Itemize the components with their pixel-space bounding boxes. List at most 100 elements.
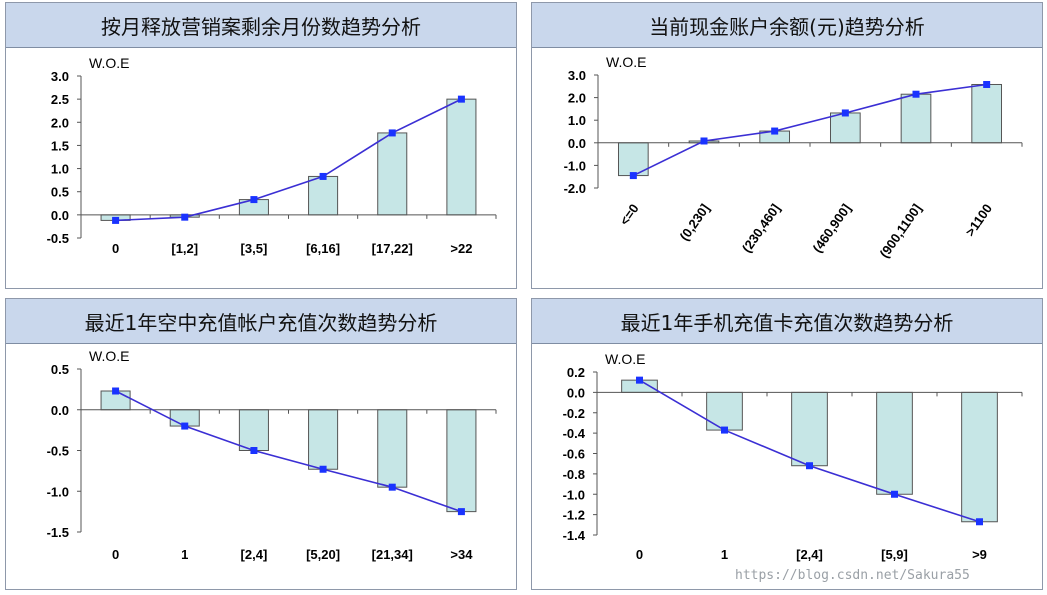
y-tick-label: -0.6 — [563, 447, 585, 462]
chart-panel-3: 最近1年空中充值帐户充值次数趋势分析 W.O.E 0.5 0.0 -0.5 -1.0 -1… — [5, 298, 517, 590]
chart-title: 最近1年空中充值帐户充值次数趋势分析 — [6, 299, 516, 344]
data-point-marker — [250, 196, 258, 204]
x-tick-label: [5,20] — [306, 547, 340, 562]
data-point-marker — [457, 95, 465, 103]
bar — [829, 112, 861, 144]
y-tick-label: -0.5 — [47, 444, 69, 459]
chart-panel-4: 最近1年手机充值卡充值次数趋势分析 W.O.E 0.2 0.0 -0.2 -0.4 -0.… — [531, 298, 1043, 590]
x-tick-label: [5,9] — [881, 547, 908, 562]
bar — [308, 175, 339, 216]
y-tick-label: 1.0 — [51, 162, 69, 177]
data-point-marker — [629, 172, 637, 180]
data-point-marker — [112, 387, 120, 395]
y-tick-label: 2.0 — [51, 115, 69, 130]
data-point-marker — [806, 462, 813, 470]
y-tick-label: -2.0 — [564, 181, 586, 196]
data-point-marker — [841, 109, 849, 117]
y-axis-label: W.O.E — [606, 54, 646, 70]
y-tick-label: 0.5 — [51, 362, 69, 377]
trend-line — [115, 390, 462, 513]
chart-title: 最近1年手机充值卡充值次数趋势分析 — [532, 299, 1042, 344]
y-tick-label: 2.0 — [568, 91, 586, 106]
bar — [791, 391, 828, 467]
bar — [971, 83, 1003, 144]
y-tick-label: 0.2 — [567, 365, 585, 380]
y-tick-label: -0.2 — [563, 406, 585, 421]
y-tick-label: 0.0 — [567, 385, 585, 400]
data-point-marker — [319, 172, 327, 180]
chart-panel-2: 当前现金账户余额(元)趋势分析 W.O.E 3.0 2.0 1.0 0.0 -1.0 -2.… — [531, 2, 1043, 289]
bar — [961, 391, 998, 523]
data-point-marker — [976, 518, 983, 526]
y-tick-label: -0.4 — [563, 426, 586, 441]
chart-2-svg: W.O.E 3.0 2.0 1.0 0.0 -1.0 -2.0 <=0 (0,230] (230,… — [564, 54, 1023, 261]
bar — [377, 132, 408, 216]
y-tick-label: -1.5 — [47, 525, 69, 540]
data-point-marker — [388, 483, 396, 491]
bar — [446, 98, 477, 216]
y-tick-label: 3.0 — [568, 68, 586, 83]
y-tick-label: 0.0 — [51, 208, 69, 223]
data-point-marker — [700, 137, 708, 145]
y-tick-label: 1.0 — [568, 113, 586, 128]
y-tick-label: 2.5 — [51, 92, 69, 107]
x-tick-label: 0 — [636, 547, 643, 562]
chart-title: 当前现金账户余额(元)趋势分析 — [532, 3, 1042, 48]
y-axis-label: W.O.E — [89, 55, 129, 71]
bar — [238, 409, 269, 451]
x-tick-label: (0,230] — [677, 201, 713, 243]
bar — [876, 391, 913, 495]
y-tick-label: 3.0 — [51, 69, 69, 84]
x-tick-label: 0 — [112, 547, 119, 562]
bar — [377, 409, 408, 488]
x-tick-label: 0 — [112, 241, 119, 256]
x-tick-label: >22 — [450, 241, 472, 256]
data-point-marker — [912, 90, 920, 98]
x-tick-label: [2,4] — [796, 547, 823, 562]
bar — [446, 409, 477, 513]
x-tick-label: (900,1100] — [877, 201, 925, 261]
trend-line — [115, 98, 462, 222]
data-point-marker — [319, 465, 327, 473]
y-tick-label: -1.0 — [564, 158, 586, 173]
watermark: https://blog.csdn.net/Sakura55 — [735, 568, 970, 583]
data-point-marker — [457, 508, 465, 516]
data-point-marker — [636, 376, 643, 384]
y-tick-label: 0.0 — [51, 403, 69, 418]
chart-1-svg: W.O.E 3.0 2.5 2.0 1.5 1.0 0.5 0.0 -0.5 0 [1,2] [3,5… — [47, 55, 497, 256]
chart-3-svg: W.O.E 0.5 0.0 -0.5 -1.0 -1.5 0 1 [2,4] [5,20] [21,… — [47, 348, 497, 562]
y-axis-label: W.O.E — [605, 351, 645, 367]
y-tick-label: 1.5 — [51, 138, 69, 153]
x-tick-label: (460,900] — [810, 201, 854, 255]
x-tick-label: >9 — [972, 547, 987, 562]
x-tick-label: [3,5] — [241, 241, 268, 256]
data-point-marker — [771, 127, 779, 135]
data-point-marker — [181, 422, 189, 430]
x-tick-label: (230,460] — [739, 201, 783, 255]
y-tick-label: -1.4 — [563, 528, 586, 543]
data-point-marker — [983, 80, 991, 88]
bar — [706, 391, 743, 431]
bar — [308, 409, 339, 470]
x-tick-label: [1,2] — [171, 241, 198, 256]
data-point-marker — [250, 447, 258, 454]
x-tick-label: 1 — [181, 547, 188, 562]
chart-panel-1: 按月释放营销案剩余月份数趋势分析 W.O.E 3.0 2.5 2.0 1.5 1.0 0.5… — [5, 2, 517, 289]
x-tick-label: [21,34] — [372, 547, 413, 562]
y-tick-label: -0.8 — [563, 467, 585, 482]
y-tick-label: 0.0 — [568, 136, 586, 151]
y-tick-label: -1.0 — [47, 484, 69, 499]
data-point-marker — [181, 213, 189, 221]
data-point-marker — [112, 216, 120, 224]
x-tick-label: >34 — [450, 547, 473, 562]
y-tick-label: -1.0 — [563, 487, 585, 502]
chart-title: 按月释放营销案剩余月份数趋势分析 — [6, 3, 516, 48]
y-tick-label: -0.5 — [47, 231, 69, 246]
x-tick-label: <=0 — [617, 201, 642, 228]
x-tick-label: [6,16] — [306, 241, 340, 256]
y-axis-label: W.O.E — [89, 348, 129, 364]
y-tick-label: 0.5 — [51, 185, 69, 200]
data-point-marker — [388, 129, 396, 137]
data-point-marker — [721, 426, 728, 434]
trend-line — [632, 83, 987, 177]
